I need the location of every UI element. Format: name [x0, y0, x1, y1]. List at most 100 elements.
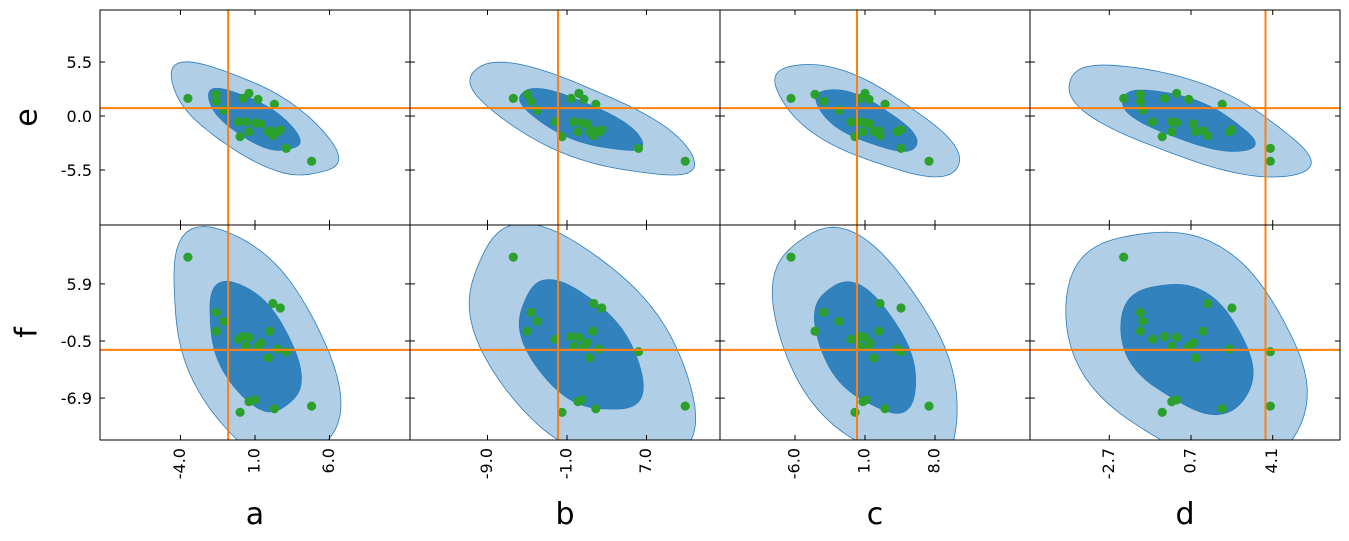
sample-point: [846, 334, 856, 344]
sample-point: [1191, 353, 1201, 363]
x-tick-label: -6.0: [785, 448, 804, 479]
sample-point: [183, 93, 193, 103]
sample-point: [786, 93, 796, 103]
sample-point: [256, 338, 266, 348]
sample-point: [265, 326, 275, 336]
sample-point: [1227, 125, 1237, 135]
sample-point: [1227, 303, 1237, 313]
sample-point: [810, 326, 820, 336]
y-axis-label-e: e: [10, 108, 45, 126]
sample-point: [211, 326, 221, 336]
sample-point: [522, 326, 532, 336]
sample-point: [896, 125, 906, 135]
sample-point: [235, 407, 245, 417]
sample-point: [557, 407, 567, 417]
panel-plot-area: [100, 225, 410, 440]
panel-plot-area: [1030, 225, 1340, 440]
sample-point: [253, 94, 263, 104]
sample-point: [275, 125, 285, 135]
sample-point: [1138, 316, 1148, 326]
sample-point: [810, 89, 820, 99]
sample-point: [211, 89, 221, 99]
sample-point: [1160, 331, 1170, 342]
sample-point: [1119, 93, 1129, 103]
sample-point: [557, 132, 567, 142]
y-tick-label: -5.5: [61, 161, 92, 180]
panel-plot-area: [720, 225, 1030, 440]
sample-point: [680, 401, 690, 411]
sample-point: [875, 298, 885, 309]
y-tick-label: 5.5: [67, 53, 92, 72]
sample-point: [244, 332, 254, 342]
sample-point: [219, 316, 229, 326]
sample-point: [880, 404, 890, 414]
sample-point: [1157, 132, 1167, 142]
sample-point: [569, 117, 579, 127]
sample-point: [269, 404, 279, 414]
y-tick-label: 5.9: [67, 275, 92, 294]
sample-point: [1172, 332, 1182, 342]
x-axis-label-a: a: [246, 497, 264, 532]
sample-point: [1135, 89, 1146, 99]
sample-point: [183, 252, 193, 262]
sample-point: [880, 99, 890, 109]
sample-point: [582, 338, 592, 348]
panel-plot-area: [100, 10, 410, 225]
sample-point: [211, 96, 221, 106]
sample-point: [1138, 105, 1148, 115]
sample-point: [896, 303, 906, 313]
x-tick-label: -1.0: [556, 448, 575, 479]
sample-point: [896, 347, 906, 357]
panel-d-f: [1029, 224, 1341, 441]
x-tick-label: 8.0: [925, 448, 944, 473]
panel-c-e: [719, 9, 1031, 226]
sample-point: [508, 252, 518, 262]
panel-a-f: [99, 224, 411, 441]
sample-point: [219, 105, 229, 115]
panel-frame: [1029, 224, 1341, 441]
sample-point: [597, 303, 607, 313]
sample-point: [1217, 99, 1227, 109]
x-tick-label: -2.7: [1099, 448, 1118, 479]
panel-plot-area: [1030, 10, 1340, 225]
panel-plot-area: [720, 10, 1030, 225]
y-tick-label: -6.9: [61, 389, 92, 408]
x-tick-label: -4.0: [170, 448, 189, 479]
sample-point: [234, 117, 244, 127]
x-axis-label-d: d: [1175, 497, 1194, 532]
panel-d-e: [1029, 9, 1341, 226]
sample-point: [819, 96, 829, 106]
sample-point: [850, 132, 860, 142]
sample-point: [281, 143, 291, 153]
sample-point: [858, 127, 868, 137]
panel-plot-area: [410, 10, 720, 225]
sample-point: [1148, 117, 1158, 127]
sample-point: [1188, 338, 1198, 348]
sample-point: [532, 105, 542, 115]
sample-point: [589, 298, 599, 309]
sample-point: [1265, 347, 1275, 357]
sample-point: [1148, 334, 1158, 344]
sample-point: [1167, 127, 1177, 137]
panel-c-f: [719, 224, 1031, 441]
sample-point: [307, 401, 317, 411]
sample-point: [1172, 118, 1182, 128]
sample-point: [850, 407, 860, 417]
x-tick-label: 1.0: [245, 448, 264, 473]
sample-point: [1203, 298, 1213, 309]
sample-point: [307, 156, 317, 166]
sample-point: [1191, 127, 1201, 137]
sample-point: [566, 93, 576, 103]
sample-point: [1188, 119, 1198, 129]
panel-b-e: [409, 9, 721, 226]
sample-point: [585, 353, 595, 363]
sample-point: [591, 99, 601, 109]
sample-point: [532, 316, 542, 326]
sample-point: [577, 395, 587, 405]
y-tick-label: 0.0: [67, 107, 92, 126]
sample-point: [1198, 326, 1208, 336]
sample-point: [680, 156, 690, 166]
sample-point: [569, 341, 579, 351]
sample-point: [1160, 93, 1170, 103]
sample-point: [1265, 401, 1275, 411]
